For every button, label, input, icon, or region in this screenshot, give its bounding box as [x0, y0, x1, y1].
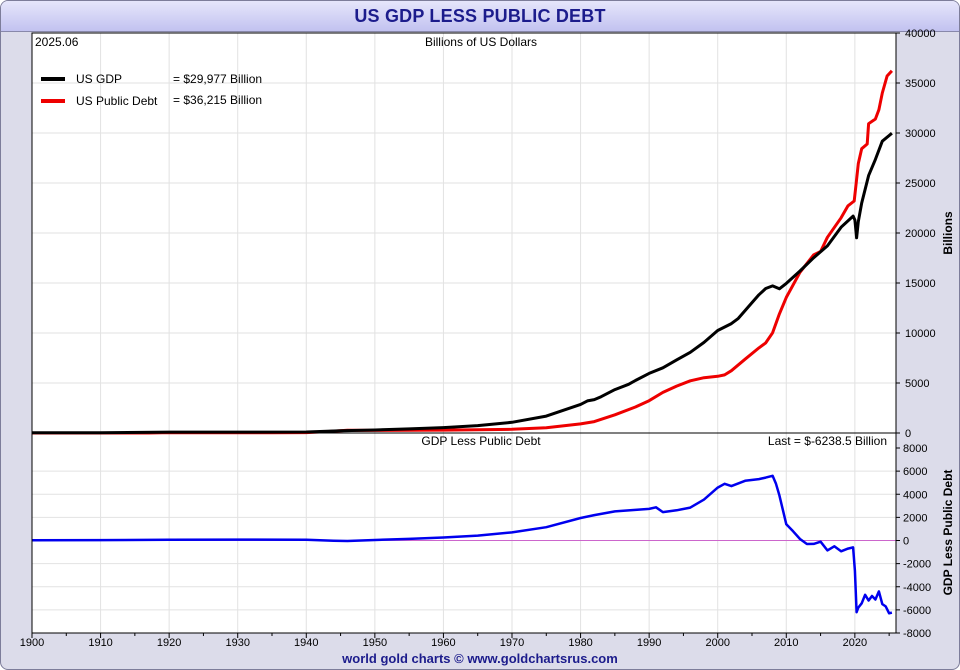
y-tick-label: -6000: [903, 605, 931, 617]
legend-value-us-public-debt: = $36,215 Billion: [173, 93, 262, 107]
y-tick-label: 4000: [903, 489, 927, 501]
y-tick-label: 10000: [905, 328, 936, 340]
y-tick-label: 6000: [903, 466, 927, 478]
y-axis-title-top: Billions: [941, 211, 955, 255]
y-tick-label: 40000: [905, 28, 936, 40]
x-tick-label: 1910: [88, 637, 112, 649]
x-tick-label: 1900: [20, 637, 44, 649]
bottom-panel-subtitle: GDP Less Public Debt: [421, 434, 541, 448]
y-tick-label: -2000: [903, 559, 931, 571]
top-panel-subtitle: Billions of US Dollars: [425, 35, 537, 49]
legend-label-us-gdp: US GDP: [76, 72, 122, 86]
y-tick-label: 25000: [905, 178, 936, 190]
date-label: 2025.06: [35, 35, 79, 49]
x-tick-label: 1970: [500, 637, 524, 649]
x-tick-label: 1980: [568, 637, 592, 649]
x-tick-label: 1950: [363, 637, 387, 649]
bottom-panel-background: [31, 432, 897, 634]
y-tick-label: 0: [903, 536, 909, 548]
y-tick-label: 30000: [905, 128, 936, 140]
legend-value-us-gdp: = $29,977 Billion: [173, 72, 262, 86]
x-tick-label: 1930: [225, 637, 249, 649]
x-tick-label: 1940: [294, 637, 318, 649]
y-axis-title-bottom: GDP Less Public Debt: [941, 470, 955, 596]
y-tick-label: 2000: [903, 512, 927, 524]
legend-label-us-public-debt: US Public Debt: [76, 94, 158, 108]
y-tick-label: 15000: [905, 278, 936, 290]
y-tick-label: -4000: [903, 582, 931, 594]
series-line-us-gdp: [31, 132, 893, 435]
x-tick-label: 2020: [843, 637, 867, 649]
plot-border: [31, 32, 897, 634]
y-tick-label: 20000: [905, 228, 936, 240]
y-tick-label: 35000: [905, 78, 936, 90]
y-tick-label: 8000: [903, 443, 927, 455]
footer-credit: world gold charts © www.goldchartsrus.co…: [342, 651, 618, 666]
title-bar: US GDP LESS PUBLIC DEBT: [1, 1, 959, 32]
x-tick-label: 1920: [157, 637, 181, 649]
y-tick-label: 5000: [905, 378, 929, 390]
last-value-label: Last = $-6238.5 Billion: [768, 434, 887, 448]
x-tick-label: 2010: [774, 637, 798, 649]
y-tick-label: 0: [905, 428, 911, 440]
y-tick-label: -8000: [903, 628, 931, 640]
x-tick-label: 1990: [637, 637, 661, 649]
x-tick-label: 1960: [431, 637, 455, 649]
x-tick-label: 2000: [705, 637, 729, 649]
chart-title: US GDP LESS PUBLIC DEBT: [354, 6, 606, 26]
series-line-gdp-less-debt: [31, 474, 893, 615]
